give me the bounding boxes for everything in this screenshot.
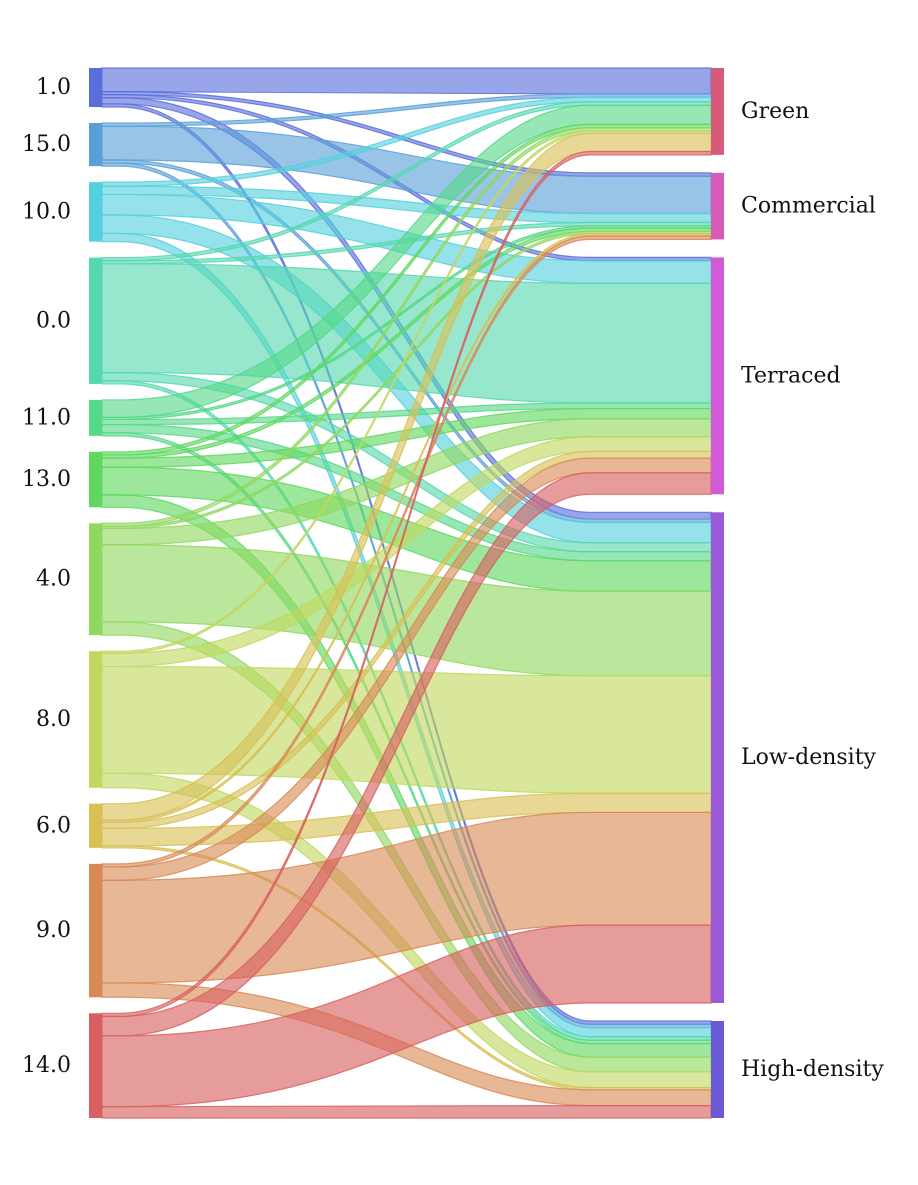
labels-layer: 1.0 15.0 10.0 0.0 11.0 13.0 4.0 8.0 6.0 9.0 14.0 Gr…	[22, 75, 884, 1082]
source-node-4-0	[89, 523, 102, 636]
sankey-link-1-0-to-green	[101, 67, 712, 95]
target-label: Commercial	[741, 194, 876, 219]
links-layer	[101, 67, 712, 1119]
sankey-link-14-0-to-high-density	[101, 1104, 712, 1119]
target-node-high-density	[711, 1020, 724, 1118]
source-node-11-0	[89, 399, 102, 436]
sankey-link-8-0-to-low-density	[101, 665, 712, 794]
target-node-commercial	[711, 172, 724, 240]
source-node-10-0	[89, 182, 102, 242]
target-node-green	[711, 68, 724, 155]
source-node-1-0	[89, 68, 102, 108]
source-label: 11.0	[22, 405, 71, 430]
source-node-13-0	[89, 451, 102, 508]
source-node-8-0	[89, 651, 102, 788]
source-label: 10.0	[22, 199, 71, 224]
source-label: 8.0	[36, 707, 71, 732]
source-node-0-0	[89, 257, 102, 384]
target-label: Terraced	[741, 363, 841, 388]
source-node-15-0	[89, 123, 102, 167]
source-label: 15.0	[22, 132, 71, 157]
target-node-terraced	[711, 257, 724, 495]
target-label: High-density	[741, 1057, 884, 1082]
sankey-link-14-0-to-low-density	[101, 924, 712, 1108]
sankey-link-14-0-to-terraced	[101, 472, 712, 1037]
source-node-6-0	[89, 803, 102, 848]
source-label: 6.0	[36, 813, 71, 838]
source-node-14-0	[89, 1013, 102, 1118]
source-label: 13.0	[22, 467, 71, 492]
target-label: Low-density	[741, 745, 877, 770]
nodes-layer	[89, 68, 724, 1118]
source-node-9-0	[89, 863, 102, 998]
source-label: 4.0	[36, 567, 71, 592]
source-label: 0.0	[36, 308, 71, 333]
source-label: 1.0	[36, 75, 71, 100]
target-node-low-density	[711, 512, 724, 1003]
target-label: Green	[741, 99, 809, 124]
sankey-link-9-0-to-commercial	[101, 235, 712, 868]
source-label: 14.0	[22, 1053, 71, 1078]
source-label: 9.0	[36, 918, 71, 943]
